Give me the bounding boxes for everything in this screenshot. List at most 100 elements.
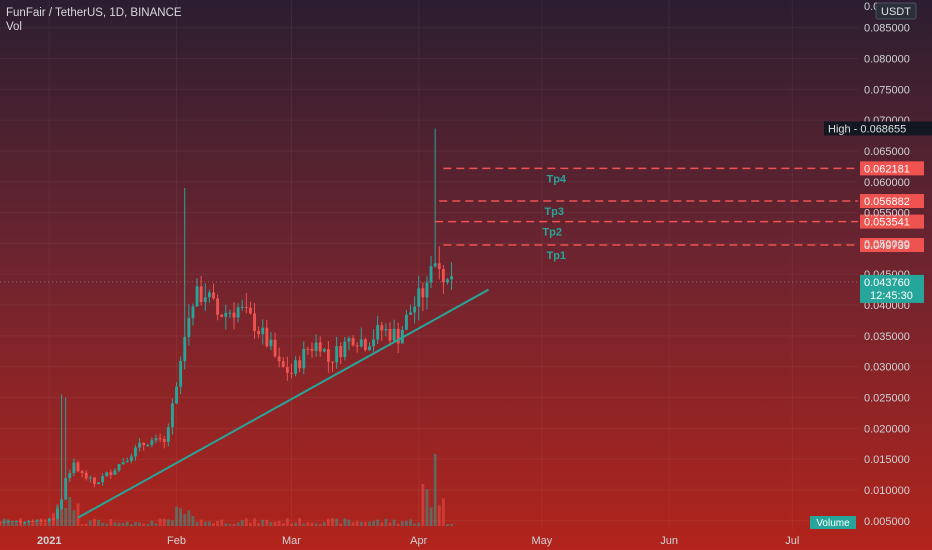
- tp-label-tp4: Tp4: [546, 173, 566, 185]
- y-tick-label: 0.060000: [864, 177, 910, 189]
- y-tick-label: 0.085000: [864, 23, 910, 35]
- candle-body: [253, 313, 256, 332]
- volume-bar: [314, 523, 318, 526]
- volume-bar: [162, 518, 166, 526]
- volume-bar: [212, 523, 215, 526]
- volume-bar: [372, 520, 376, 526]
- volume-bar: [187, 510, 191, 526]
- y-tick-label: 0.015000: [864, 454, 910, 466]
- volume-bar: [10, 522, 14, 526]
- candle-body: [294, 360, 298, 374]
- volume-bar: [121, 523, 125, 526]
- candle-body: [318, 342, 322, 352]
- volume-bar: [183, 513, 187, 526]
- candle-body: [146, 444, 150, 446]
- currency-badge[interactable]: [875, 2, 917, 20]
- volume-bar: [56, 504, 59, 526]
- volume-bar: [88, 520, 92, 526]
- volume-bar: [306, 522, 310, 526]
- candle-body: [207, 292, 211, 298]
- volume-bar: [400, 521, 404, 526]
- candle-body: [199, 286, 203, 303]
- candle-body: [265, 327, 269, 347]
- current-price-badge: [860, 274, 924, 303]
- volume-bar: [60, 503, 64, 526]
- candle-body: [84, 472, 88, 479]
- volume-bar: [290, 523, 293, 526]
- x-tick-label: Jul: [785, 535, 799, 547]
- y-tick-label: 0.040000: [864, 300, 910, 312]
- volume-badge-label: Volume: [816, 518, 850, 529]
- volume-bar: [80, 523, 84, 526]
- candle-body: [166, 427, 170, 442]
- volume-bar: [35, 519, 39, 526]
- volume-bar: [302, 523, 306, 526]
- candle-body: [68, 473, 72, 479]
- volume-bar: [335, 518, 339, 526]
- candle-body: [331, 361, 334, 363]
- tp-label-tp3: Tp3: [544, 206, 564, 218]
- volume-bar: [318, 523, 322, 526]
- candle-body: [421, 288, 425, 298]
- candle-body: [76, 462, 80, 472]
- volume-bar: [273, 521, 277, 526]
- volume-bar: [384, 518, 388, 526]
- volume-bar: [27, 522, 31, 526]
- volume-bar: [195, 521, 199, 526]
- candle-body: [355, 345, 359, 347]
- trend-line[interactable]: [77, 288, 490, 519]
- volume-bar: [248, 522, 252, 526]
- x-tick-label: 2021: [37, 535, 61, 547]
- volume-bar: [368, 521, 371, 526]
- candle-body: [224, 312, 228, 317]
- volume-bar: [39, 518, 43, 526]
- volume-bar: [261, 519, 265, 526]
- volume-bar: [31, 522, 35, 526]
- candle-body: [429, 266, 433, 283]
- volume-bar: [388, 522, 392, 526]
- candle-body: [179, 361, 183, 387]
- candle-body: [228, 312, 232, 314]
- y-tick-label: 0.030000: [864, 362, 910, 374]
- candle-body: [31, 521, 35, 523]
- volume-bar: [175, 506, 178, 526]
- volume-bar: [421, 483, 425, 526]
- candle-body: [27, 521, 31, 523]
- volume-bar: [43, 522, 47, 526]
- symbol-title[interactable]: FunFair / TetherUS, 1D, BINANCE: [6, 7, 182, 19]
- volume-bar: [269, 521, 273, 526]
- volume-bar: [146, 523, 150, 526]
- volume-bar: [179, 508, 183, 526]
- volume-bar: [216, 520, 220, 526]
- volume-bar: [51, 512, 55, 526]
- currency-badge-label: USDT: [881, 6, 911, 18]
- y-tick-label: 0.075000: [864, 84, 910, 96]
- candle-body: [273, 339, 277, 357]
- candle-body: [347, 338, 351, 342]
- volume-bar: [380, 522, 384, 526]
- candle-body: [277, 356, 281, 362]
- volume-bar: [117, 522, 121, 526]
- candle-body: [125, 460, 129, 463]
- candle-body: [425, 282, 429, 298]
- candle-body: [343, 341, 347, 357]
- level-badge-tp4: [860, 161, 924, 176]
- y-tick-label: 0.065000: [864, 146, 910, 158]
- candle-body: [0, 521, 2, 523]
- high-badge: [824, 121, 932, 136]
- volume-bar: [84, 523, 88, 526]
- candle-body: [384, 328, 388, 331]
- candle-body: [101, 476, 105, 483]
- countdown-label: 12:45:30: [870, 290, 913, 302]
- candle-body: [433, 263, 437, 267]
- candle-body: [314, 342, 318, 351]
- candle-body: [43, 520, 47, 522]
- candle-body: [23, 522, 27, 524]
- x-tick-label: Jun: [660, 535, 678, 547]
- candle-body: [183, 336, 187, 362]
- volume-bar: [154, 523, 158, 526]
- volume-bar: [343, 518, 347, 526]
- volume-bar: [396, 523, 400, 526]
